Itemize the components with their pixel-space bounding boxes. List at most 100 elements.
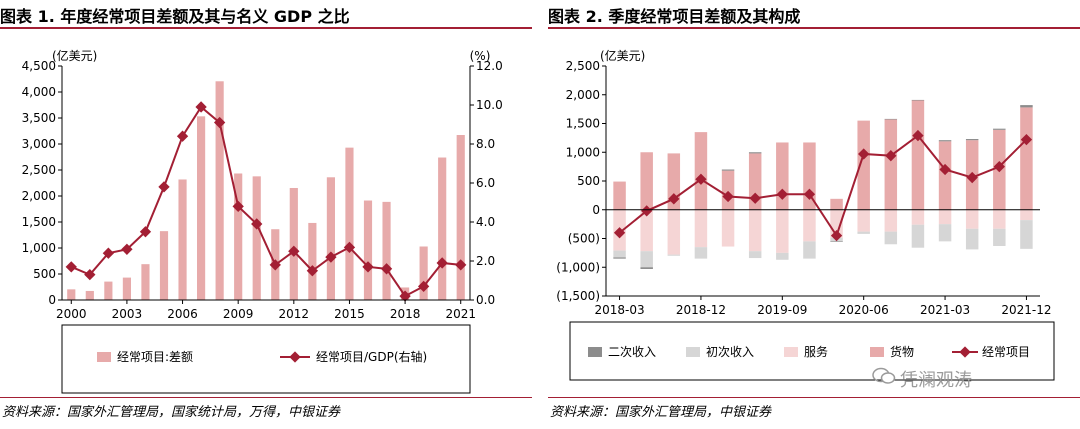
stack-segment <box>694 247 708 259</box>
stack-segment <box>640 209 653 252</box>
current-account-point <box>993 160 1005 173</box>
stack-segment <box>857 231 870 234</box>
x-tick-label: 2003 <box>112 307 143 321</box>
stack-segment <box>1020 105 1033 108</box>
ratio-point <box>306 265 319 277</box>
x-tick-label: 2006 <box>167 307 198 321</box>
stack-segment <box>857 120 870 210</box>
ratio-point <box>176 130 189 142</box>
stack-segment <box>938 141 952 210</box>
bar-current-account <box>363 200 373 300</box>
chart-1-svg: (亿美元) (%) 0 500 1,000 1,500 2,000 2,500 3,000 3… <box>22 48 503 394</box>
chart-2-title: 图表 2. 季度经常项目差额及其构成 <box>548 7 801 26</box>
x-tick-label: 2000 <box>56 307 87 321</box>
stack-segment <box>938 224 952 242</box>
current-account-point <box>776 188 788 200</box>
x-tick-label: 2018 <box>390 307 421 321</box>
current-account-point <box>803 188 816 200</box>
x-tick-label: 2018-03 <box>594 303 644 317</box>
left-y-tick-label: 3,500 <box>22 111 56 125</box>
bar-current-account <box>141 264 150 300</box>
legend-label: 货物 <box>890 344 914 359</box>
bar-current-account <box>159 231 169 300</box>
stack-segment <box>721 209 735 247</box>
stack-segment <box>884 231 898 245</box>
y-tick-label: 500 <box>577 174 600 188</box>
bar-current-account <box>438 157 447 300</box>
ratio-point <box>343 241 356 254</box>
stack-segment <box>667 209 681 255</box>
legend-swatch <box>870 347 884 357</box>
legend-label: 服务 <box>804 344 828 359</box>
ratio-point <box>251 218 263 230</box>
stack-segment <box>830 241 843 242</box>
stack-segment <box>884 118 898 120</box>
left-y-tick-label: 2,500 <box>22 163 56 177</box>
current-account-point <box>966 171 978 184</box>
current-account-point <box>749 192 761 204</box>
ratio-point <box>232 200 244 213</box>
right-y-tick-label: 2.0 <box>476 254 495 268</box>
y-tick-label: 1,500 <box>566 117 600 131</box>
ratio-point <box>269 259 281 271</box>
bar-current-account <box>234 173 243 300</box>
left-y-tick-label: 3,000 <box>22 137 56 151</box>
left-y-tick-label: 1,500 <box>22 215 56 229</box>
bar-current-account <box>85 290 94 300</box>
stack-segment <box>721 169 735 171</box>
ratio-point <box>288 245 300 257</box>
legend-box <box>61 324 471 394</box>
chart-2-svg: (亿美元) (1,500) (1,000) (500) 0 500 1,000 1,500 2… <box>556 48 1055 381</box>
current-account-point <box>695 173 707 185</box>
right-y-tick-label: 0.0 <box>476 293 495 307</box>
bar-current-account <box>252 176 261 300</box>
stack-segment <box>938 140 952 142</box>
x-tick-label: 2020-06 <box>839 303 889 317</box>
ratio-point <box>399 290 411 302</box>
right-chart-panel: 图表 2. 季度经常项目差额及其构成 (亿美元) (1,500) (1,000)(… <box>548 0 1080 429</box>
y-tick-label: (1,500) <box>556 289 600 303</box>
bar-current-account <box>326 177 335 300</box>
stack-segment <box>884 119 898 210</box>
bar-current-account <box>67 289 76 300</box>
bar-current-account <box>456 135 465 300</box>
left-y-tick-label: 4,500 <box>22 59 56 73</box>
x-tick-label: 2021 <box>445 307 476 321</box>
stack-segment <box>613 181 626 210</box>
source-rule <box>548 397 1080 398</box>
stack-segment <box>694 209 708 248</box>
chart-2-source: 资料来源：国家外汇管理局，中银证券 <box>550 405 772 420</box>
stack-segment <box>1020 220 1033 249</box>
ratio-point <box>417 280 430 293</box>
ratio-point <box>65 261 77 273</box>
stack-segment <box>667 254 681 256</box>
left-chart-panel: 图表 1. 年度经常项目差额及其与名义 GDP 之比 (亿美元) (%) 0 50… <box>0 7 532 420</box>
current-account-line <box>618 134 1028 238</box>
current-account-point <box>830 229 843 242</box>
x-tick-label: 2018-12 <box>676 303 726 317</box>
y-tick-label: 2,500 <box>566 59 600 73</box>
left-y-tick-label: 4,000 <box>22 85 56 99</box>
stack-segment <box>748 251 762 259</box>
y-tick-label: 2,000 <box>566 88 600 102</box>
bar-current-account <box>104 281 113 300</box>
bar-current-account <box>197 116 206 300</box>
legend-bar-swatch <box>97 352 111 362</box>
ratio-point <box>380 263 393 275</box>
right-y-tick-label: 10.0 <box>476 98 503 112</box>
y-tick-label: (500) <box>568 232 600 246</box>
ratio-point <box>158 181 170 193</box>
ratio-line <box>70 105 461 298</box>
right-y-tick-label: 12.0 <box>476 59 503 73</box>
watermark: 凭澜观涛 <box>900 370 972 391</box>
stack-segment <box>965 209 979 229</box>
source-rule <box>0 397 532 398</box>
bar-current-account <box>122 277 131 300</box>
right-y-tick-label: 4.0 <box>476 215 495 229</box>
stack-segment <box>748 152 762 154</box>
right-y-tick-label: 6.0 <box>476 176 495 190</box>
chart-1-title: 图表 1. 年度经常项目差额及其与名义 GDP 之比 <box>0 7 350 26</box>
stack-segment <box>1020 209 1033 221</box>
bar-current-account <box>308 222 317 300</box>
right-axis-unit: (%) <box>470 49 491 63</box>
